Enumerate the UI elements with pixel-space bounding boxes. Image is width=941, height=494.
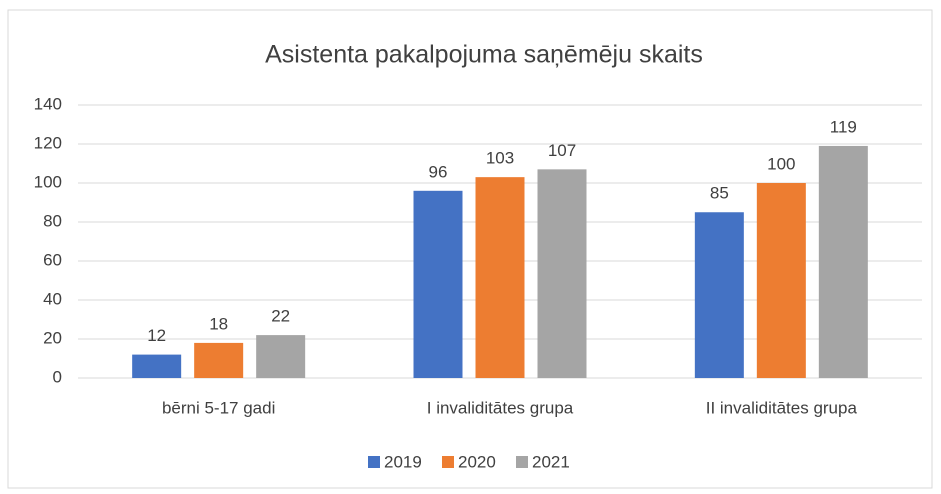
- y-tick-label: 120: [34, 133, 62, 152]
- bar: [132, 354, 182, 378]
- legend-swatch: [516, 456, 528, 468]
- bar: [256, 335, 306, 378]
- bar: [413, 190, 463, 378]
- x-tick-label: II invaliditātes grupa: [706, 398, 858, 417]
- bar: [537, 169, 587, 378]
- bar: [756, 183, 806, 378]
- data-label: 107: [548, 141, 576, 160]
- y-tick-label: 100: [34, 172, 62, 191]
- data-label: 12: [147, 326, 166, 345]
- data-label: 103: [486, 149, 514, 168]
- data-label: 96: [429, 162, 448, 181]
- y-tick-label: 140: [34, 94, 62, 113]
- bar: [194, 342, 244, 378]
- chart-title: Asistenta pakalpojuma saņēmēju skaits: [265, 41, 703, 69]
- x-tick-label: bērni 5-17 gadi: [162, 398, 275, 417]
- y-tick-label: 40: [43, 289, 62, 308]
- legend-label: 2020: [458, 452, 496, 471]
- bar: [694, 212, 744, 378]
- data-label: 18: [209, 314, 228, 333]
- y-tick-label: 60: [43, 250, 62, 269]
- data-label: 119: [830, 117, 857, 136]
- y-tick-label: 0: [53, 367, 62, 386]
- data-label: 85: [710, 184, 729, 203]
- x-tick-label: I invaliditātes grupa: [427, 398, 574, 417]
- bar: [475, 177, 525, 378]
- y-tick-label: 20: [43, 328, 62, 347]
- bar: [818, 145, 868, 378]
- y-tick-label: 80: [43, 211, 62, 230]
- legend-label: 2019: [384, 452, 422, 471]
- data-label: 100: [767, 154, 795, 173]
- legend-swatch: [368, 456, 380, 468]
- legend-label: 2021: [532, 452, 570, 471]
- data-label: 22: [271, 307, 290, 326]
- legend-swatch: [442, 456, 454, 468]
